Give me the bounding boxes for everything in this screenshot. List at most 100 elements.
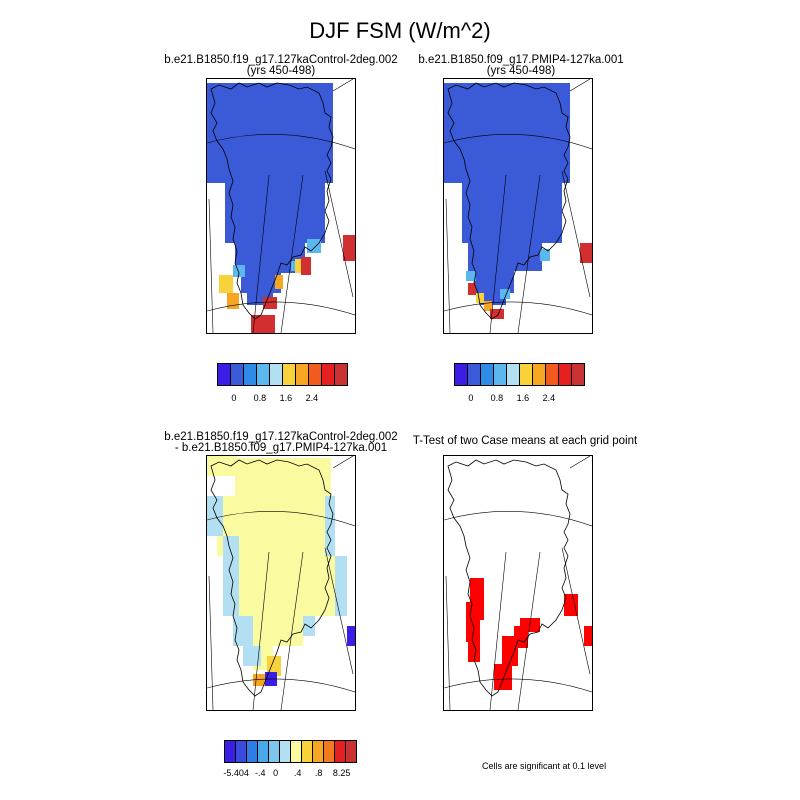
graticule-line <box>208 575 214 710</box>
colorbar-tick-label: 2.4 <box>542 393 556 403</box>
colorbar-swatch <box>302 741 313 762</box>
colorbar-swatch <box>324 741 335 762</box>
colorbar-tick-label: 1.6 <box>279 393 293 403</box>
map-difference-grid-cell <box>235 458 331 498</box>
map-control-grid-cell <box>219 275 233 293</box>
panel-title-difference-line2: - b.e21.B1850.f09_g17.PMIP4-127ka.001 <box>174 442 388 454</box>
graticule-line <box>561 547 591 675</box>
panel-title-ttest: T-Test of two Case means at each grid po… <box>400 435 650 447</box>
map-ttest-grid-cell <box>466 602 480 642</box>
panel-title-control-line1: b.e21.B1850.f19_g17.127kaControl-2deg.00… <box>164 54 398 66</box>
graticule-line <box>324 547 354 675</box>
panel-title-control-line2: (yrs 450-498) <box>246 65 316 77</box>
graticule-line <box>252 551 270 710</box>
greenland-coastline <box>447 459 571 697</box>
graticule-line <box>444 301 592 316</box>
panel-title-ttest-line1: T-Test of two Case means at each grid po… <box>412 435 638 447</box>
greenland-coastline <box>447 82 571 320</box>
colorbar-swatch <box>218 364 231 385</box>
graticule-line <box>489 551 507 710</box>
graticule-line <box>332 456 354 469</box>
colorbar-swatch <box>313 741 324 762</box>
panel-title-pmip4-line2: (yrs 450-498) <box>486 65 556 77</box>
map-control-grid-cell <box>301 257 311 275</box>
map-control <box>206 78 356 334</box>
colorbar-swatch <box>468 364 481 385</box>
map-pmip4-grid-cell <box>474 271 514 293</box>
colorbar-swatch <box>481 364 494 385</box>
colorbar-swatch <box>236 741 247 762</box>
graticule-line <box>444 134 592 150</box>
map-pmip4-grid-cell <box>444 83 570 183</box>
colorbar-swatch <box>346 741 356 762</box>
map-difference <box>206 455 356 711</box>
map-control-grid-cell <box>207 83 333 183</box>
colorbar-swatch <box>269 741 280 762</box>
map-pmip4-grid-cell <box>462 183 562 243</box>
colorbar-swatch <box>533 364 546 385</box>
graticule-line <box>207 134 355 150</box>
panel-title-difference: b.e21.B1850.f19_g17.127kaControl-2deg.00… <box>150 431 412 454</box>
panel-title-pmip4-line1: b.e21.B1850.f09_g17.PMIP4-127ka.001 <box>418 54 624 66</box>
colorbar-swatch <box>309 364 322 385</box>
map-difference-grid-cell <box>347 626 355 646</box>
map-control-grid-cell <box>251 315 275 333</box>
graticule-line <box>207 511 355 527</box>
colorbar-control <box>217 363 348 386</box>
map-difference-plot <box>207 456 355 710</box>
map-difference-grid-cell <box>207 496 223 536</box>
map-control-plot <box>207 79 355 333</box>
map-pmip4-grid-cell <box>466 271 476 281</box>
graticule-line <box>207 301 355 316</box>
map-difference-grid-cell <box>253 674 267 686</box>
map-difference-grid-cell <box>235 556 335 616</box>
map-ttest-plot <box>444 456 592 710</box>
graticule-line <box>561 170 591 298</box>
graticule-line <box>444 511 592 527</box>
colorbar-swatch <box>296 364 309 385</box>
colorbar-difference-ticks: -5.404 -.4 0 .4 .8 8.25 <box>223 768 356 780</box>
map-control-grid-cell <box>227 293 239 309</box>
map-ttest-grid-cell <box>468 642 480 662</box>
map-pmip4-grid-cell <box>540 249 550 261</box>
colorbar-tick-label: 0.8 <box>490 393 504 403</box>
map-ttest-grid-cell <box>494 664 512 690</box>
colorbar-swatch <box>244 364 257 385</box>
colorbar-tick-label: .8 <box>314 768 323 778</box>
map-control-grid-cell <box>307 239 321 253</box>
colorbar-swatch <box>291 741 302 762</box>
graticule-line <box>445 575 451 710</box>
graticule-line <box>569 79 591 92</box>
map-difference-grid-cell <box>207 456 237 476</box>
map-difference-grid-cell <box>233 616 253 646</box>
colorbar-swatch <box>335 364 347 385</box>
graticule-line <box>252 174 270 333</box>
colorbar-tick-label: 0.8 <box>253 393 267 403</box>
map-control-grid-cell <box>241 273 281 293</box>
colorbar-swatch <box>322 364 335 385</box>
colorbar-swatch <box>283 364 296 385</box>
graticule-line <box>444 678 592 693</box>
map-control-grid-cell <box>343 235 355 261</box>
map-pmip4-grid-cell <box>490 309 504 319</box>
map-control-grid-cell <box>233 265 245 277</box>
colorbar-tick-label: .4 <box>293 768 302 778</box>
greenland-coastline <box>210 82 334 320</box>
map-pmip4-grid-cell <box>484 301 492 311</box>
colorbar-swatch <box>507 364 520 385</box>
map-pmip4 <box>443 78 593 334</box>
graticule-line <box>208 198 214 333</box>
colorbar-swatch <box>270 364 283 385</box>
map-pmip4-grid-cell <box>500 289 510 299</box>
colorbar-swatch <box>572 364 584 385</box>
map-difference-grid-cell <box>303 616 315 636</box>
colorbar-tick-label: 2.4 <box>305 393 319 403</box>
map-pmip4-grid-cell <box>476 293 484 303</box>
colorbar-tick-label: 8.25 <box>332 768 351 778</box>
colorbar-pmip4 <box>454 363 585 386</box>
graticule-line <box>569 456 591 469</box>
map-difference-grid-cell <box>243 646 261 666</box>
map-pmip4-grid-cell <box>468 283 476 295</box>
graticule-line <box>332 79 354 92</box>
map-ttest-grid-cell <box>584 626 592 646</box>
